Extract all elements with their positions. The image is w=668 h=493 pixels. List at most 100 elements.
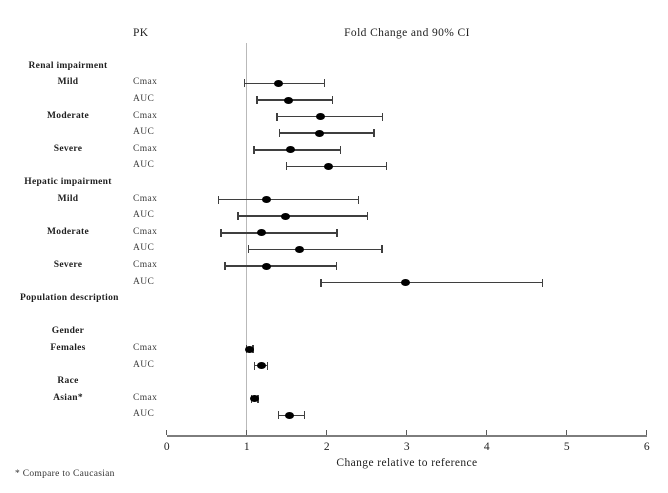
param-label: Cmax xyxy=(133,226,158,237)
point-estimate xyxy=(286,146,296,154)
param-label: Cmax xyxy=(133,260,158,270)
ci-cap-high xyxy=(366,212,369,221)
ci-cap-high xyxy=(303,411,306,420)
param-label: Cmax xyxy=(133,110,158,121)
point-estimate xyxy=(256,362,266,370)
row-label: Severe xyxy=(53,260,83,270)
row-label: Renal impairment xyxy=(28,60,108,71)
reference-line xyxy=(245,43,248,436)
x-axis-title: Change relative to reference xyxy=(336,457,478,469)
ci-interval xyxy=(257,99,333,101)
x-axis-tick-label: 0 xyxy=(163,441,170,453)
ci-cap-low xyxy=(285,162,288,171)
point-estimate xyxy=(250,395,260,403)
point-estimate xyxy=(274,79,284,87)
ci-interval xyxy=(321,281,543,284)
chart-title: Fold Change and 90% CI xyxy=(344,27,470,39)
param-label: AUC xyxy=(133,276,155,287)
param-label: Cmax xyxy=(133,392,158,403)
x-axis-tick xyxy=(245,430,248,435)
point-estimate xyxy=(281,212,291,220)
footnote: * Compare to Caucasian xyxy=(15,469,115,479)
ci-interval xyxy=(253,149,341,151)
ci-cap-high xyxy=(323,79,326,88)
row-label: Severe xyxy=(53,143,83,154)
ci-cap-low xyxy=(217,195,220,204)
row-label: Asian* xyxy=(53,392,83,403)
point-estimate xyxy=(401,279,411,287)
param-label: AUC xyxy=(133,127,155,138)
x-axis-tick xyxy=(485,430,488,435)
x-axis-tick-label: 2 xyxy=(323,441,330,453)
row-label: Females xyxy=(50,343,86,353)
point-estimate xyxy=(262,262,272,270)
row-label: Moderate xyxy=(47,226,89,237)
ci-cap-low xyxy=(253,361,256,370)
ci-cap-low xyxy=(320,278,322,287)
param-label: AUC xyxy=(133,210,155,221)
ci-interval xyxy=(277,115,383,118)
ci-cap-high xyxy=(335,262,338,270)
ci-cap-high xyxy=(266,361,269,370)
ci-interval xyxy=(218,198,359,201)
ci-cap-low xyxy=(276,112,278,121)
ci-interval xyxy=(221,232,338,234)
param-label: AUC xyxy=(133,359,155,370)
point-estimate xyxy=(284,411,294,419)
x-axis-tick-label: 6 xyxy=(643,441,650,453)
ci-interval xyxy=(237,215,368,217)
param-label: Cmax xyxy=(133,343,158,353)
x-axis-tick xyxy=(325,430,328,435)
ci-cap-low xyxy=(243,79,246,88)
x-axis-tick-label: 1 xyxy=(243,441,250,453)
point-estimate xyxy=(315,113,325,121)
point-estimate xyxy=(262,196,272,204)
ci-interval xyxy=(286,165,387,168)
param-label: AUC xyxy=(133,243,155,254)
point-estimate xyxy=(245,345,255,353)
point-estimate xyxy=(315,129,324,137)
ci-cap-low xyxy=(237,212,239,221)
row-label: Mild xyxy=(57,193,79,204)
param-label: Cmax xyxy=(133,193,158,204)
row-label: Hepatic impairment xyxy=(24,177,112,187)
ci-cap-low xyxy=(277,411,280,420)
ci-cap-low xyxy=(256,96,258,104)
row-label: Gender xyxy=(51,326,85,337)
ci-cap-high xyxy=(331,96,334,104)
ci-cap-high xyxy=(381,245,383,254)
param-label: AUC xyxy=(133,409,155,420)
point-estimate xyxy=(257,229,267,237)
x-axis-tick xyxy=(405,430,408,435)
point-estimate xyxy=(323,162,333,170)
ci-cap-high xyxy=(541,278,544,287)
ci-interval xyxy=(244,82,325,85)
row-label: Mild xyxy=(57,77,79,88)
param-label: AUC xyxy=(133,94,155,104)
ci-interval xyxy=(248,248,382,251)
row-label: Population description xyxy=(20,293,119,304)
ci-cap-high xyxy=(373,129,375,138)
ci-cap-high xyxy=(381,112,384,121)
param-label: Cmax xyxy=(133,143,158,154)
ci-cap-high xyxy=(336,228,338,237)
point-estimate xyxy=(295,245,304,253)
pk-column-header: PK xyxy=(133,27,149,39)
ci-interval xyxy=(225,265,337,267)
ci-cap-high xyxy=(339,145,342,154)
row-label: Moderate xyxy=(47,110,89,121)
ci-cap-high xyxy=(385,162,388,171)
x-axis-tick xyxy=(645,430,648,435)
ci-cap-low xyxy=(278,129,281,138)
x-axis-line xyxy=(166,435,647,437)
ci-cap-high xyxy=(357,195,360,204)
point-estimate xyxy=(283,96,293,104)
x-axis-tick xyxy=(565,430,568,435)
param-label: AUC xyxy=(133,160,155,171)
x-axis-tick-label: 4 xyxy=(483,441,490,453)
x-axis-tick xyxy=(165,430,168,435)
ci-cap-low xyxy=(247,245,250,254)
ci-cap-low xyxy=(220,228,222,237)
ci-cap-low xyxy=(224,262,226,270)
